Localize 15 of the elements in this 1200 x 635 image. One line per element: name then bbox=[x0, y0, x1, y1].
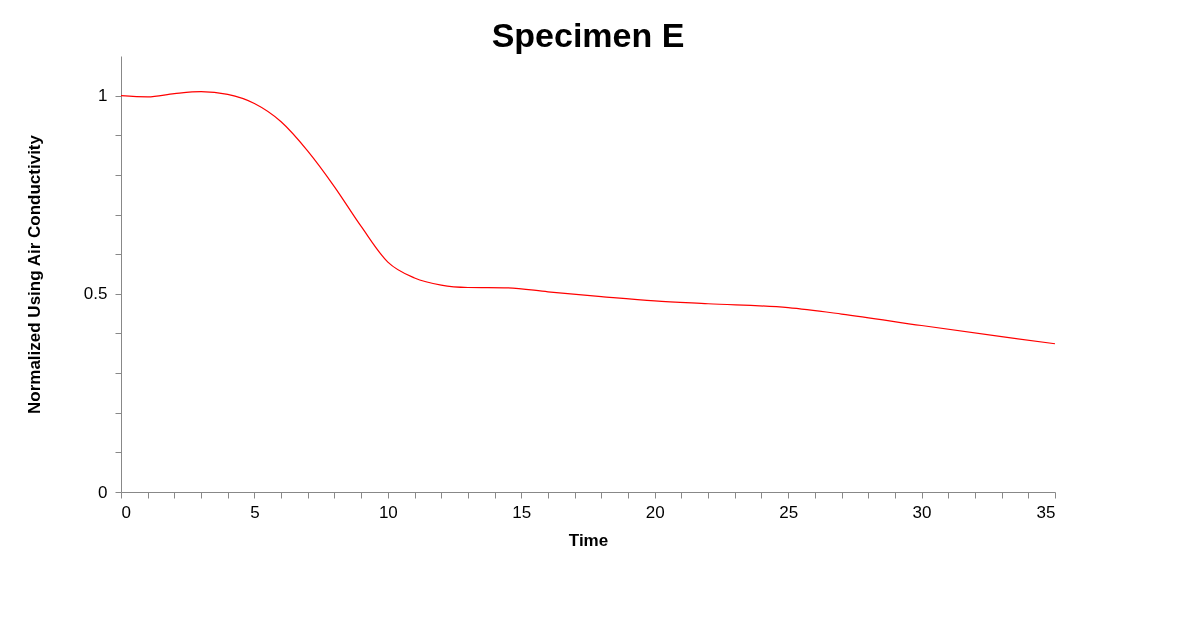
x-tick-label: 20 bbox=[645, 502, 665, 522]
y-tick-label: 0 bbox=[98, 482, 108, 502]
x-tick-label: 35 bbox=[1036, 502, 1056, 522]
x-tick-label: 0 bbox=[121, 502, 131, 522]
y-axis-title: Normalized Using Air Conductivity bbox=[24, 134, 44, 414]
x-axis-title: Time bbox=[568, 530, 609, 550]
chart-title: Specimen E bbox=[491, 16, 685, 54]
x-tick-label: 15 bbox=[512, 502, 532, 522]
x-tick-label: 25 bbox=[779, 502, 799, 522]
y-tick-label: 1 bbox=[98, 86, 108, 106]
line-series bbox=[120, 91, 1056, 345]
x-tick-label: 10 bbox=[378, 502, 398, 522]
x-tick-label: 30 bbox=[912, 502, 932, 522]
y-tick-label: 0.5 bbox=[83, 284, 108, 304]
x-tick-label: 5 bbox=[250, 502, 260, 522]
